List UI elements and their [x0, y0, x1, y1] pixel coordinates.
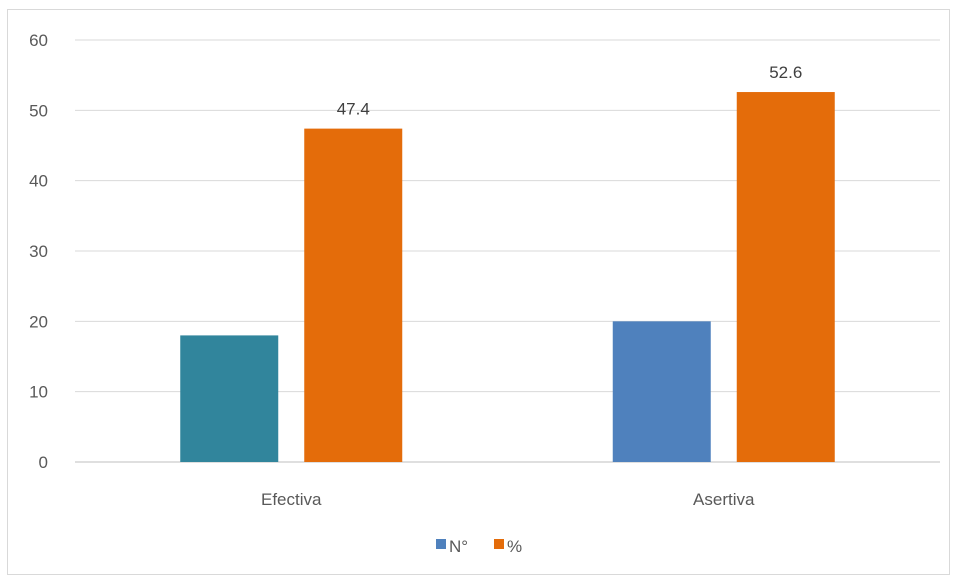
- legend: N°%: [436, 537, 522, 556]
- x-category-label: Asertiva: [693, 490, 755, 509]
- y-axis-ticks: 0 10 20 30 40 50 60: [29, 31, 48, 472]
- legend-label: N°: [449, 537, 468, 556]
- bar-count-efectiva: [180, 335, 279, 462]
- x-axis-categories: Efectiva Asertiva: [261, 490, 755, 509]
- x-category-label: Efectiva: [261, 490, 322, 509]
- legend-swatch: [436, 539, 446, 549]
- y-tick-label: 50: [29, 101, 48, 120]
- bars: [180, 92, 835, 463]
- bar-percent-efectiva: [304, 128, 403, 462]
- legend-swatch: [494, 539, 504, 549]
- y-tick-label: 20: [29, 312, 48, 331]
- bar-count-asertiva: [612, 321, 711, 462]
- y-tick-label: 30: [29, 242, 48, 261]
- data-labels: 47.4 52.6: [337, 63, 803, 119]
- y-tick-label: 60: [29, 31, 48, 50]
- y-tick-label: 10: [29, 383, 48, 402]
- legend-label: %: [507, 537, 522, 556]
- y-tick-label: 0: [39, 453, 48, 472]
- bar-percent-asertiva: [736, 92, 835, 463]
- data-label: 52.6: [769, 63, 802, 82]
- y-tick-label: 40: [29, 172, 48, 191]
- data-label: 47.4: [337, 100, 370, 119]
